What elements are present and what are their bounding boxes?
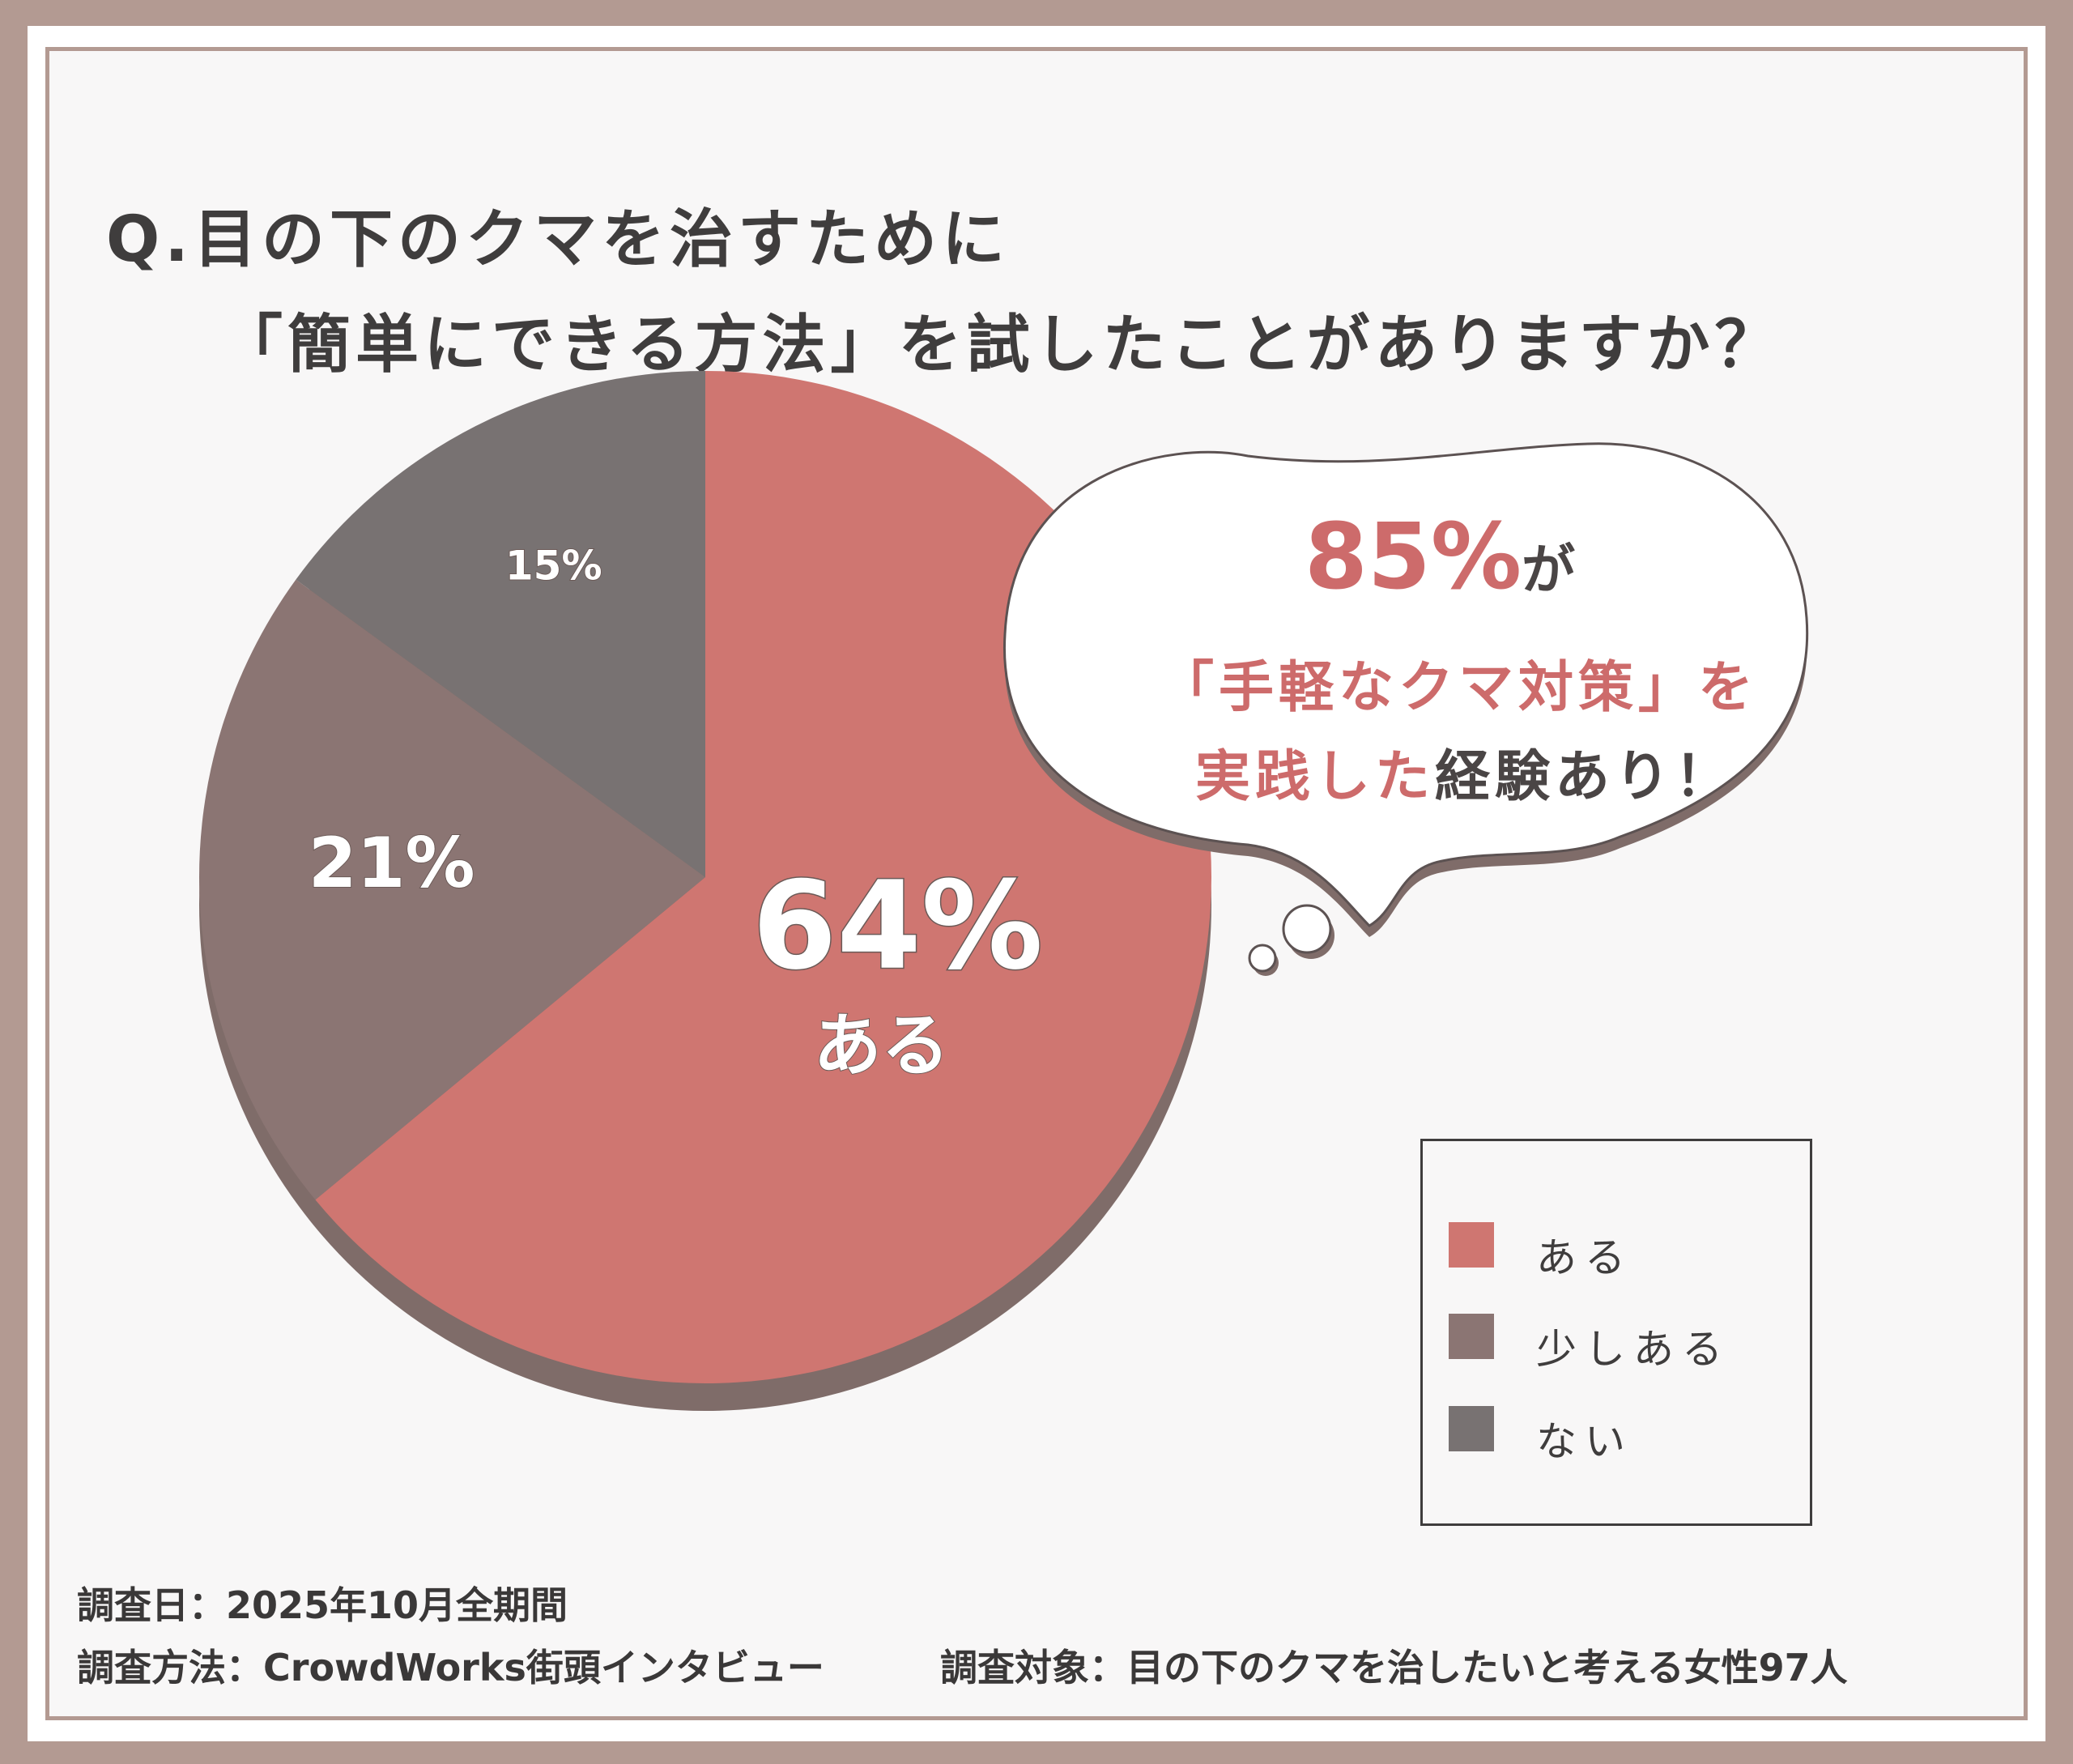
callout-line-2: 「手軽なクマ対策」を — [1159, 656, 1759, 720]
pie-slice-nai — [296, 371, 705, 877]
footer-survey-method: 調査方法：CrowdWorks街頭インタビュー — [77, 1646, 824, 1689]
callout-percent: 85% — [1305, 505, 1522, 610]
pie-value-label-nai: 15% — [505, 542, 602, 589]
callout-particle: が — [1522, 539, 1576, 601]
legend-swatch-nai — [1449, 1406, 1494, 1451]
pie-slice-sukoshi-aru — [198, 579, 705, 1200]
legend-swatch-sukoshi-aru — [1449, 1314, 1494, 1359]
question-line-2: 「簡単にできる方法」を試したことがありますか？ — [219, 309, 1783, 381]
legend-label-aru: ある — [1536, 1234, 1633, 1281]
legend-label-nai: ない — [1536, 1418, 1633, 1465]
pie-chart: 64% ある 21% 15% — [198, 371, 1809, 1411]
pie-slices — [198, 371, 1212, 1384]
pie-value-label-aru: 64% — [752, 856, 1043, 997]
question-line-1: Q.目の下のクマを治すために — [106, 203, 1010, 276]
callout-line-3-pink: 実践した — [1195, 745, 1436, 809]
callout-line-3-dark: 経験あり！ — [1435, 745, 1735, 809]
speech-bubble — [1002, 442, 1809, 976]
footer-survey-target: 調査対象：目の下のクマを治したいと考える女性97人 — [940, 1646, 1848, 1689]
callout-line-3: 実践した経験あり！ — [1195, 731, 1735, 812]
pie-labels: 64% ある 21% 15% — [308, 541, 1045, 1085]
legend-label-sukoshi-aru: 少しある — [1536, 1326, 1730, 1373]
legend-swatch-aru — [1449, 1222, 1494, 1268]
pie-value-label-sukoshi-aru: 21% — [309, 823, 475, 904]
footer-survey-date: 調査日：2025年10月全期間 — [77, 1583, 568, 1627]
callout-headline: 85%が — [1305, 505, 1575, 610]
pie-center-category-label: ある — [814, 1006, 950, 1085]
pie-slice-aru — [315, 371, 1212, 1384]
infographic-panel: Q.目の下のクマを治すために 「簡単にできる方法」を試したことがありますか？ 6… — [45, 47, 2028, 1720]
chart-legend: ある 少しある ない — [1420, 1139, 1812, 1526]
